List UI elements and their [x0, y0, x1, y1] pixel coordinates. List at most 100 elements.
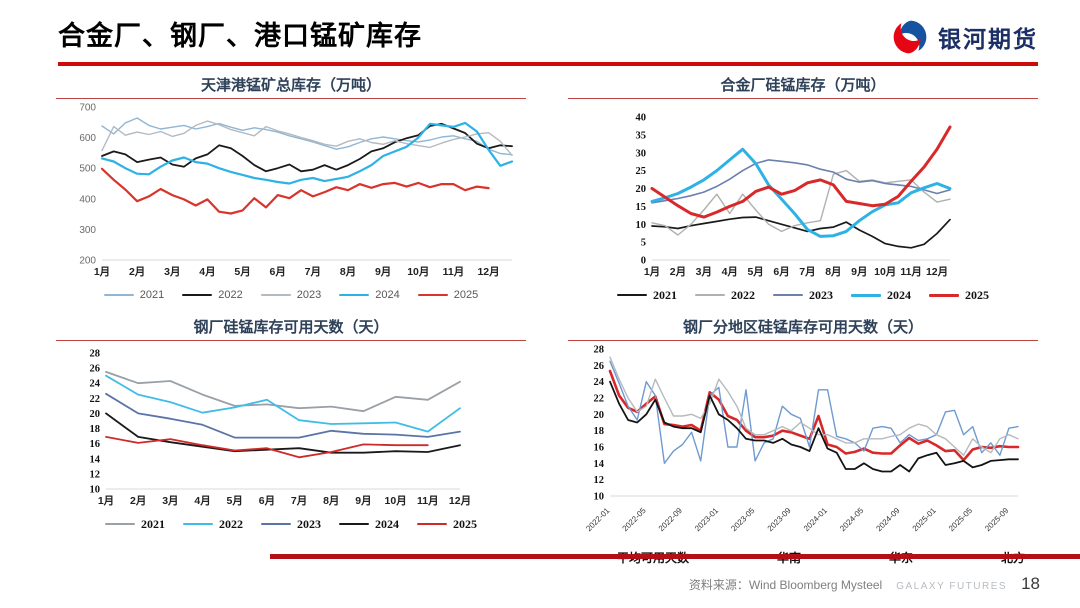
chart-legend: 2021 2022 2023 2024 2025 [56, 286, 526, 304]
legend-label: 2025 [453, 289, 479, 301]
series-line-2025 [100, 167, 490, 215]
legend-item: 2023 [260, 289, 321, 301]
legend-item: 2022 [182, 289, 243, 301]
chart-legend: 2021 2022 2023 2024 2025 [56, 515, 526, 533]
y-tick-label: 20 [636, 184, 647, 195]
y-tick-label: 10 [90, 485, 101, 496]
x-tick-label: 12月 [477, 266, 499, 278]
legend-line-swatch [617, 294, 647, 296]
x-tick-label: 11月 [417, 495, 439, 507]
series-line-2024 [105, 412, 461, 454]
y-tick-label: 200 [79, 256, 96, 267]
series-line-2024 [100, 121, 514, 185]
panel-tianjin-port-inventory: 天津港锰矿总库存（万吨） 200 300 400 500 600 700 1月 2月 3月 4月 5… [56, 76, 526, 304]
series-line-2023 [651, 159, 951, 204]
legend-label: 2021 [139, 289, 165, 301]
y-tick-label: 10 [636, 220, 647, 231]
legend-item: 2024 [339, 517, 399, 532]
legend-label: 2023 [297, 516, 321, 531]
y-tick-label: 14 [594, 459, 605, 470]
x-tick-label: 6月 [259, 495, 275, 507]
x-tick-label: 5月 [227, 495, 243, 507]
x-tick-label: 2022-09 [657, 506, 685, 534]
x-tick-label: 10月 [874, 266, 896, 278]
series-line-华南 [609, 360, 1019, 465]
x-tick-label: 4月 [199, 266, 215, 278]
y-tick-label: 16 [594, 443, 605, 454]
series-line-2021 [105, 370, 461, 413]
legend-line-swatch [182, 294, 213, 296]
y-tick-label: 5 [641, 238, 646, 249]
x-tick-label: 6月 [773, 266, 789, 278]
x-tick-label: 4月 [722, 266, 738, 278]
series-line-2024 [650, 147, 952, 238]
legend-item: 2025 [929, 288, 989, 303]
y-tick-label: 700 [79, 103, 96, 114]
legend-label: 2022 [219, 516, 243, 531]
chart-title-rule [568, 98, 1038, 99]
y-tick-label: 22 [90, 394, 101, 405]
y-tick-label: 18 [90, 424, 101, 435]
y-tick-label: 16 [90, 439, 101, 450]
legend-line-swatch [260, 294, 291, 296]
header: 合金厂、钢厂、港口锰矿库存 银河期货 [0, 0, 1080, 56]
legend-line-swatch [339, 523, 369, 525]
x-tick-label: 2025-09 [983, 506, 1011, 534]
legend-item: 2024 [851, 288, 911, 303]
x-tick-label: 12月 [449, 495, 471, 507]
y-tick-label: 24 [594, 377, 605, 388]
legend-line-swatch [417, 523, 447, 525]
y-tick-label: 26 [90, 364, 101, 375]
chart-title: 钢厂分地区硅锰库存可用天数（天） [682, 319, 923, 336]
legend-item: 2025 [417, 289, 479, 301]
legend-line-swatch [929, 293, 959, 297]
legend-label: 2021 [141, 516, 165, 531]
y-tick-label: 25 [636, 166, 647, 177]
chart-grid: 天津港锰矿总库存（万吨） 200 300 400 500 600 700 1月 2月 3月 4月 5… [0, 66, 1080, 566]
y-tick-label: 30 [636, 148, 647, 159]
series-line-2021 [101, 117, 513, 156]
legend-label: 2022 [731, 287, 755, 302]
legend-item: 2023 [773, 288, 833, 303]
x-tick-label: 8月 [323, 495, 339, 507]
legend-item: 2023 [261, 517, 321, 532]
legend-item: 2021 [617, 288, 677, 303]
y-tick-label: 22 [594, 394, 605, 405]
x-tick-label: 9月 [851, 266, 867, 278]
x-tick-label: 10月 [407, 266, 429, 278]
chart-title-rule [56, 340, 526, 341]
legend-label: 2021 [653, 287, 677, 302]
x-tick-label: 4月 [194, 495, 210, 507]
x-tick-label: 9月 [375, 266, 391, 278]
legend-line-swatch [103, 294, 134, 296]
legend-line-swatch [773, 294, 803, 296]
panel-steel-mill-days: 钢厂硅锰库存可用天数（天） 10 12 14 16 18 20 22 24 26 28 1月 2月 3月… [56, 318, 526, 566]
x-tick-label: 2025-05 [947, 506, 975, 534]
page-number: 18 [1021, 574, 1040, 593]
series-line-2022 [105, 374, 461, 433]
y-tick-label: 35 [636, 130, 647, 141]
chart-title: 钢厂硅锰库存可用天数（天） [193, 319, 389, 336]
x-tick-label: 2024-01 [802, 506, 830, 534]
chart-title-rule [56, 98, 526, 99]
legend-line-swatch [695, 294, 725, 296]
x-tick-label: 1月 [98, 495, 114, 507]
y-tick-label: 26 [594, 361, 605, 372]
x-tick-label: 8月 [825, 266, 841, 278]
y-tick-label: 300 [79, 225, 96, 236]
x-tick-label: 2024-09 [874, 506, 902, 534]
y-tick-label: 24 [90, 379, 101, 390]
series-line-华东 [609, 356, 1019, 456]
chart-title-rule [568, 340, 1038, 341]
x-tick-label: 2022-05 [621, 506, 649, 534]
y-tick-label: 40 [636, 113, 647, 124]
legend-item: 2024 [339, 289, 400, 301]
footer-divider-bar [270, 554, 1080, 559]
y-tick-label: 14 [90, 454, 101, 465]
y-tick-label: 20 [594, 410, 605, 421]
legend-label: 2024 [375, 516, 399, 531]
legend-label: 2024 [887, 287, 911, 302]
x-tick-label: 2023-09 [766, 506, 794, 534]
panel-regional-days: 钢厂分地区硅锰库存可用天数（天） 10 12 14 16 18 20 22 24 26 28 202… [568, 318, 1038, 566]
y-tick-label: 10 [594, 492, 605, 503]
